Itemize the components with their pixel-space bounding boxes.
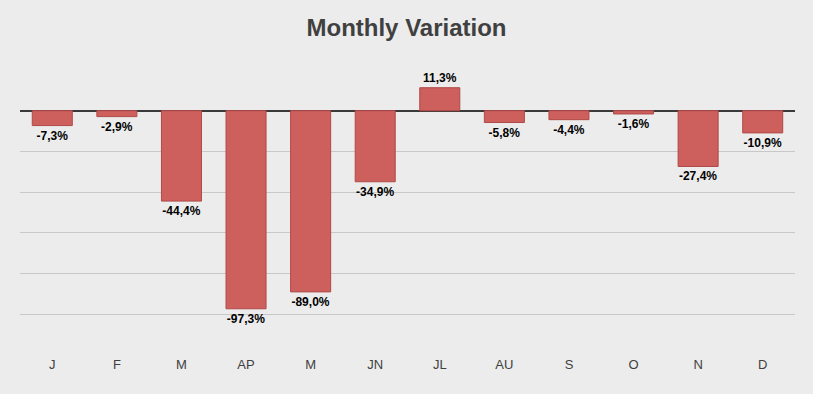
- svg-text:-10,9%: -10,9%: [744, 136, 782, 150]
- svg-text:-4,4%: -4,4%: [553, 123, 585, 137]
- svg-text:11,3%: 11,3%: [423, 71, 457, 85]
- svg-text:-5,8%: -5,8%: [489, 126, 521, 140]
- svg-text:AU: AU: [495, 357, 513, 372]
- svg-text:F: F: [113, 357, 121, 372]
- svg-text:M: M: [176, 357, 187, 372]
- svg-text:O: O: [628, 357, 638, 372]
- svg-text:-89,0%: -89,0%: [291, 295, 329, 309]
- svg-text:-1,6%: -1,6%: [618, 117, 650, 131]
- svg-text:-2,9%: -2,9%: [101, 120, 133, 134]
- svg-text:JL: JL: [433, 357, 447, 372]
- svg-text:S: S: [565, 357, 574, 372]
- svg-text:J: J: [49, 357, 56, 372]
- svg-text:Monthly Variation: Monthly Variation: [306, 14, 506, 41]
- svg-text:JN: JN: [367, 357, 383, 372]
- svg-text:-27,4%: -27,4%: [679, 169, 717, 183]
- svg-text:-44,4%: -44,4%: [162, 204, 200, 218]
- svg-text:N: N: [693, 357, 702, 372]
- svg-text:-7,3%: -7,3%: [36, 129, 68, 143]
- svg-text:M: M: [305, 357, 316, 372]
- svg-text:AP: AP: [237, 357, 254, 372]
- svg-text:-97,3%: -97,3%: [227, 312, 265, 326]
- svg-text:-34,9%: -34,9%: [356, 185, 394, 199]
- svg-text:D: D: [758, 357, 767, 372]
